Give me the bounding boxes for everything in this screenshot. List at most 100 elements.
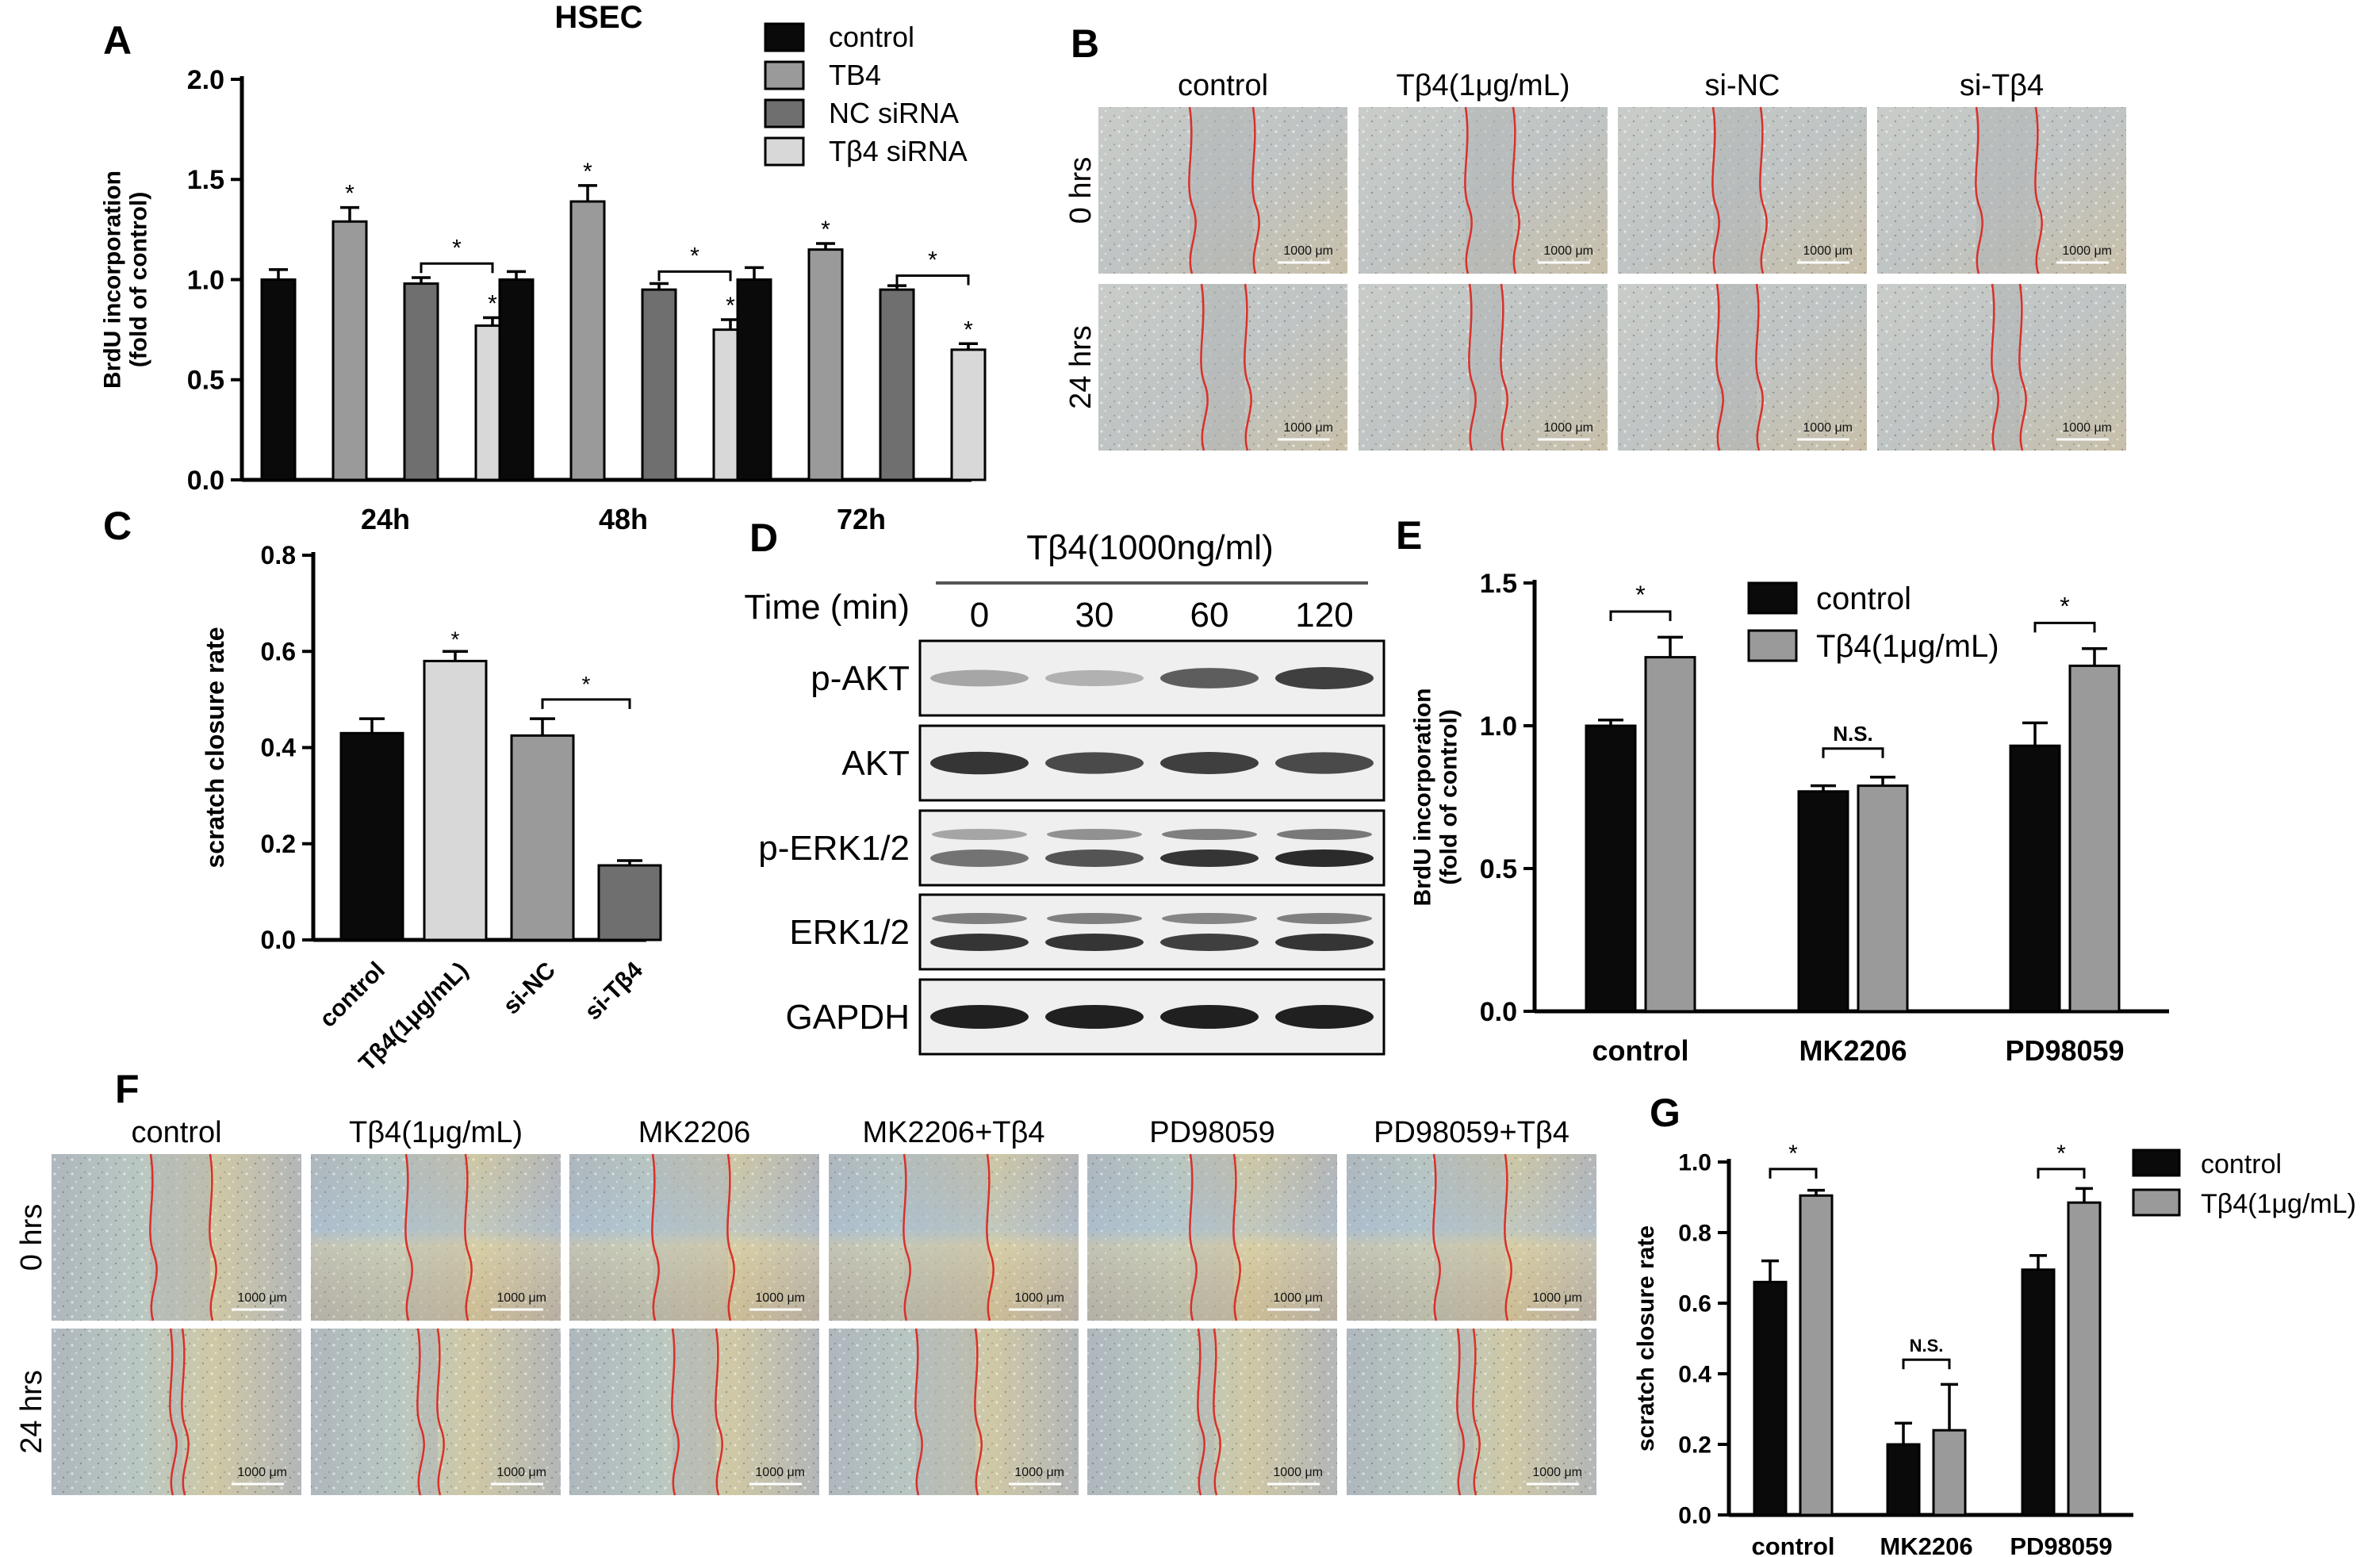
legend-swatch bbox=[1747, 629, 1798, 662]
scratch-edge-right bbox=[1755, 283, 1764, 451]
scale-bar-label: 1000 μm bbox=[1803, 421, 1853, 435]
bar-tβ4-sirna bbox=[950, 348, 987, 481]
legend-swatch bbox=[764, 136, 805, 167]
blot-band bbox=[1275, 1005, 1374, 1029]
scratch-edge-right bbox=[715, 1328, 723, 1496]
blot-label: ERK1/2 bbox=[789, 913, 910, 952]
y-tick-label: 0.5 bbox=[187, 366, 224, 396]
blot-membrane bbox=[918, 809, 1385, 887]
column-label: Tβ4(1μg/mL) bbox=[349, 1116, 523, 1149]
blot-band-lower bbox=[1045, 849, 1144, 867]
legend-label: Tβ4(1μg/mL) bbox=[1816, 629, 1999, 664]
significance-label: * bbox=[928, 247, 937, 273]
x-tick-label: MK2206 bbox=[1799, 1034, 1907, 1067]
scratch-edge-left bbox=[1468, 283, 1477, 451]
micrograph-f: 1000 μm bbox=[1087, 1153, 1337, 1321]
scale-bar-label: 1000 μm bbox=[1014, 1291, 1064, 1305]
bar-tb4 bbox=[332, 220, 368, 481]
scale-bar-label: 1000 μm bbox=[1532, 1291, 1582, 1305]
y-tick-label: 0.8 bbox=[261, 541, 296, 569]
micrograph-f: 1000 μm bbox=[569, 1153, 819, 1321]
panel-b-micrographs: control Tβ4(1μg/mL) si-NC si-Tβ4 0 hrs 1000 μ… bbox=[1064, 69, 2126, 451]
blot-band-upper bbox=[1162, 829, 1257, 840]
scale-bar-label: 1000 μm bbox=[1543, 421, 1593, 435]
column-label: PD98059+Tβ4 bbox=[1374, 1116, 1569, 1149]
blot-band-lower bbox=[930, 934, 1029, 951]
significance-star: * bbox=[345, 181, 355, 207]
blot-band bbox=[1275, 752, 1374, 774]
significance-star: * bbox=[964, 316, 973, 343]
micrograph-f: 1000 μm bbox=[1347, 1153, 1596, 1321]
scale-bar-label: 1000 μm bbox=[1014, 1466, 1064, 1479]
micrograph-b: 1000 μm bbox=[1359, 283, 1608, 451]
scratch-edge-left bbox=[1975, 106, 1983, 274]
x-tick-label: si-NC bbox=[498, 957, 561, 1020]
significance-label: * bbox=[1788, 1141, 1798, 1167]
scratch-edge-right bbox=[1512, 106, 1520, 274]
bar-1 bbox=[1932, 1429, 1967, 1517]
row-label: 0 hrs bbox=[1064, 157, 1098, 224]
scale-bar-label: 1000 μm bbox=[496, 1466, 546, 1479]
legend-label: TB4 bbox=[829, 59, 881, 91]
bar-1 bbox=[1644, 656, 1696, 1013]
x-tick-label: control bbox=[1592, 1034, 1689, 1067]
scratch-edge-right bbox=[986, 1153, 995, 1321]
x-tick-label: 24h bbox=[361, 503, 410, 535]
significance-label: * bbox=[690, 243, 699, 269]
scratch-gap bbox=[1201, 284, 1245, 451]
micrograph-b: 1000 μm bbox=[1618, 283, 1867, 451]
bar-nc-sirna bbox=[641, 288, 677, 481]
y-tick-label: 0.4 bbox=[261, 734, 297, 762]
scratch-edge-left bbox=[169, 1328, 178, 1496]
blot-band-lower bbox=[1160, 849, 1259, 867]
scratch-edge-right bbox=[2018, 283, 2027, 451]
column-label: Tβ4(1μg/mL) bbox=[1396, 69, 1569, 102]
chart-c: 0.0 0.2 0.4 0.6 0.8 scratch closure rate contr… bbox=[201, 541, 662, 1076]
scratch-edge-left bbox=[1188, 106, 1197, 274]
scratch-edge-left bbox=[903, 1153, 911, 1321]
significance-label: * bbox=[452, 235, 462, 261]
legend-swatch bbox=[2132, 1149, 2181, 1177]
significance-star: * bbox=[821, 217, 830, 243]
scratch-edge-left bbox=[671, 1328, 680, 1496]
bar-tb4 bbox=[569, 200, 606, 481]
bar-control bbox=[498, 278, 535, 481]
scratch-edge-right bbox=[209, 1153, 217, 1321]
significance-star: * bbox=[726, 293, 735, 319]
micrograph-tint bbox=[829, 1154, 1079, 1321]
micrograph-b: 1000 μm bbox=[1618, 106, 1867, 274]
scratch-edge-left bbox=[416, 1328, 425, 1496]
row-label: 0 hrs bbox=[15, 1204, 48, 1271]
y-axis-label-line: scratch closure rate bbox=[201, 627, 229, 868]
blot-band bbox=[1160, 668, 1259, 688]
panel-d-western-blot: Tβ4(1000ng/ml) Time (min) 0 30 60 120 p-AKT AKT… bbox=[744, 528, 1385, 1056]
scratch-edge-left bbox=[404, 1153, 413, 1321]
blot-band-lower bbox=[1275, 849, 1374, 867]
legend-swatch bbox=[764, 98, 805, 128]
scratch-gap bbox=[916, 1329, 975, 1495]
bar-control bbox=[260, 278, 297, 481]
micrograph-f: 1000 μm bbox=[52, 1153, 301, 1321]
micrograph-f: 1000 μm bbox=[311, 1153, 561, 1321]
scratch-edge-right bbox=[974, 1328, 983, 1496]
column-label: si-Tβ4 bbox=[1960, 69, 2044, 102]
blot-band-upper bbox=[932, 913, 1027, 924]
significance-label: * bbox=[2060, 592, 2069, 620]
bar-1 bbox=[2067, 1201, 2102, 1517]
y-tick-label: 0.4 bbox=[1678, 1362, 1711, 1388]
bar-0 bbox=[1585, 724, 1637, 1013]
scratch-edge-left bbox=[1456, 1328, 1465, 1496]
bar-1 bbox=[423, 659, 488, 941]
x-tick-label: control bbox=[315, 957, 390, 1033]
significance-label: * bbox=[1635, 581, 1645, 609]
scratch-edge-left bbox=[149, 1153, 158, 1321]
treatment-label: Tβ4(1000ng/ml) bbox=[1026, 528, 1273, 567]
scratch-gap bbox=[151, 1154, 210, 1321]
time-point-label: 120 bbox=[1295, 596, 1353, 635]
y-axis-label-line: scratch closure rate bbox=[1633, 1225, 1659, 1452]
significance-star: * bbox=[451, 627, 460, 651]
scratch-edge-right bbox=[1232, 1153, 1241, 1321]
scratch-edge-left bbox=[651, 1153, 660, 1321]
scale-bar-label: 1000 μm bbox=[1543, 244, 1593, 258]
panel-letter-a: A bbox=[103, 18, 132, 63]
